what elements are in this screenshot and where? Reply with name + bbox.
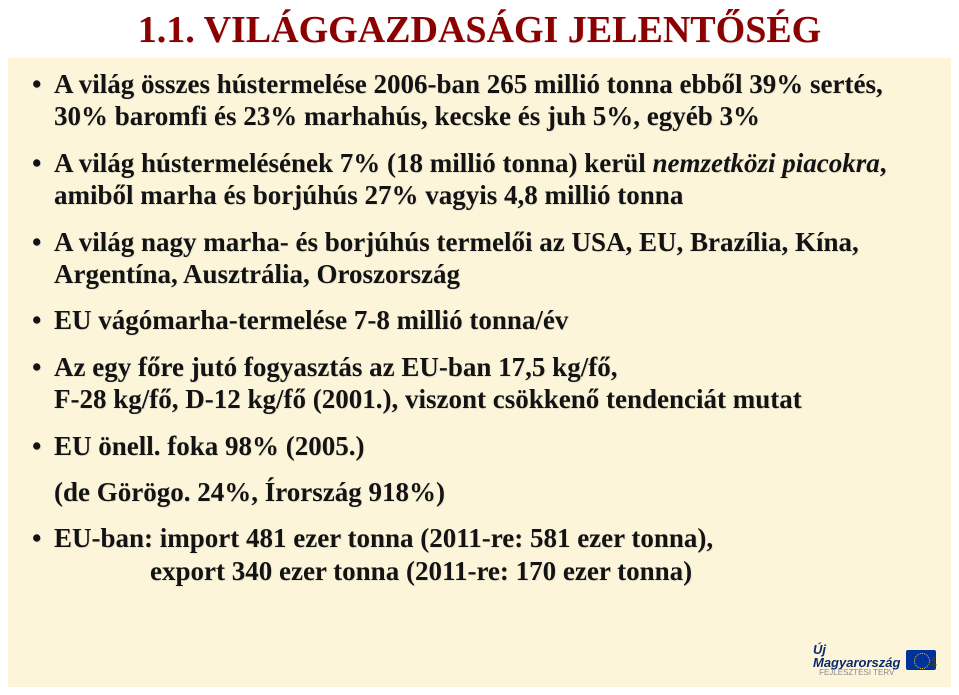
footer-logo-text: Új Magyarország FEJLESZTÉSI TERV [813,643,900,677]
list-item: A világ hústermelésének 7% (18 millió to… [32,147,927,212]
content-panel: A világ összes hústermelése 2006-ban 265… [8,58,951,687]
list-item: EU vágómarha-termelése 7-8 millió tonna/… [32,304,927,336]
list-item: EU-ban: import 481 ezer tonna (2011-re: … [32,522,927,587]
footer-logo: Új Magyarország FEJLESZTÉSI TERV [813,639,933,681]
list-item: A világ nagy marha- és borjúhús termelői… [32,226,927,291]
list-item: Az egy főre jutó fogyasztás az EU-ban 17… [32,351,927,416]
slide: 1.1. VILÁGGAZDASÁGI JELENTŐSÉG A világ ö… [0,0,959,695]
list-item: (de Görögo. 24%, Írország 918%) [32,476,927,508]
list-item: EU önell. foka 98% (2005.) [32,430,927,462]
page-number: 4 [928,655,937,673]
footer-tag: FEJLESZTÉSI TERV [819,669,894,677]
list-item: A világ összes hústermelése 2006-ban 265… [32,68,927,133]
bullet-list: A világ összes hústermelése 2006-ban 265… [32,68,927,587]
slide-title: 1.1. VILÁGGAZDASÁGI JELENTŐSÉG [0,8,959,52]
footer-brand: Új Magyarország [813,643,900,669]
